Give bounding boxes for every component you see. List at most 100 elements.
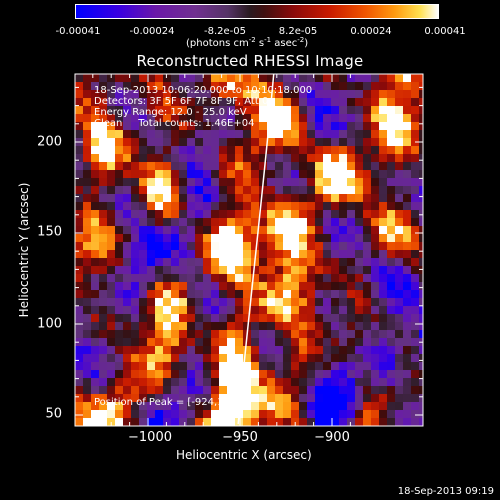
heatmap-cell	[243, 194, 252, 203]
heatmap-cell	[115, 146, 124, 155]
heatmap-cell	[347, 274, 356, 283]
timestamp: 18-Sep-2013 09:19	[397, 486, 494, 497]
colorbar-tick: -0.00024	[129, 26, 175, 37]
heatmap-cell	[211, 114, 220, 123]
heatmap-cell	[387, 258, 396, 267]
heatmap-cell	[395, 226, 404, 235]
heatmap-cell	[227, 330, 236, 339]
heatmap-cell	[379, 394, 388, 403]
heatmap-cell	[395, 258, 404, 267]
heatmap-cell	[83, 378, 92, 387]
heatmap-cell	[291, 146, 300, 155]
heatmap-cell	[83, 106, 92, 115]
heatmap-cell	[267, 122, 276, 131]
heatmap-cell	[315, 178, 324, 187]
heatmap-cell	[403, 314, 412, 323]
heatmap-cell	[219, 258, 228, 267]
heatmap-cell	[131, 274, 140, 283]
heatmap-cell	[91, 98, 100, 107]
heatmap-cell	[75, 82, 84, 91]
heatmap-cell	[83, 330, 92, 339]
heatmap-cell	[99, 306, 108, 315]
heatmap-cell	[179, 146, 188, 155]
heatmap-cell	[235, 394, 244, 403]
heatmap-cell	[179, 274, 188, 283]
heatmap-cell	[331, 130, 340, 139]
heatmap-cell	[99, 194, 108, 203]
heatmap-cell	[99, 362, 108, 371]
heatmap-cell	[339, 250, 348, 259]
heatmap-cell	[227, 154, 236, 163]
heatmap-cell	[315, 114, 324, 123]
heatmap-cell	[403, 298, 412, 307]
heatmap-cell	[163, 290, 172, 299]
heatmap-cell	[235, 338, 244, 347]
heatmap-cell	[339, 90, 348, 99]
heatmap-cell	[403, 418, 412, 426]
heatmap-cell	[307, 106, 316, 115]
heatmap-cell	[267, 378, 276, 387]
heatmap-cell	[123, 274, 132, 283]
heatmap-cell	[403, 170, 412, 179]
heatmap-cell	[203, 122, 212, 131]
heatmap-cell	[411, 178, 420, 187]
heatmap-cell	[291, 386, 300, 395]
heatmap-cell	[195, 130, 204, 139]
heatmap-cell	[171, 274, 180, 283]
heatmap-cell	[363, 298, 372, 307]
heatmap-cell	[387, 290, 396, 299]
heatmap-cell	[339, 130, 348, 139]
heatmap-cell	[195, 146, 204, 155]
heatmap-cell	[339, 210, 348, 219]
heatmap-cell	[235, 130, 244, 139]
heatmap-cell	[363, 130, 372, 139]
heatmap-cell	[259, 266, 268, 275]
heatmap-cell	[283, 258, 292, 267]
heatmap-cell	[291, 394, 300, 403]
heatmap-cell	[283, 82, 292, 91]
heatmap-cell	[299, 114, 308, 123]
heatmap-cell	[419, 394, 423, 403]
heatmap-cell	[107, 202, 116, 211]
heatmap-cell	[379, 402, 388, 411]
heatmap-cell	[83, 178, 92, 187]
heatmap-cell	[395, 242, 404, 251]
heatmap-cell	[163, 138, 172, 147]
heatmap-cell	[99, 330, 108, 339]
heatmap-cell	[211, 410, 220, 419]
heatmap-cell	[123, 394, 132, 403]
heatmap-cell	[123, 74, 132, 83]
heatmap-cell	[187, 314, 196, 323]
heatmap-cell	[275, 146, 284, 155]
heatmap-cell	[147, 194, 156, 203]
heatmap-cell	[203, 138, 212, 147]
heatmap-cell	[419, 330, 423, 339]
heatmap-cell	[299, 154, 308, 163]
heatmap-cell	[283, 242, 292, 251]
heatmap-cell	[419, 410, 423, 419]
y-tick-label: 200	[37, 134, 62, 150]
heatmap-cell	[387, 394, 396, 403]
heatmap-cell	[299, 330, 308, 339]
heatmap-cell	[411, 202, 420, 211]
heatmap-cell	[155, 130, 164, 139]
heatmap-cell	[147, 226, 156, 235]
heatmap-cell	[107, 234, 116, 243]
heatmap-cell	[347, 170, 356, 179]
heatmap-cell	[219, 98, 228, 107]
heatmap-cell	[323, 162, 332, 171]
heatmap-cell	[243, 226, 252, 235]
heatmap-cell	[411, 146, 420, 155]
heatmap-cell	[371, 146, 380, 155]
heatmap-cell	[187, 234, 196, 243]
heatmap-cell	[211, 370, 220, 379]
heatmap-cell	[235, 202, 244, 211]
heatmap-cell	[267, 290, 276, 299]
heatmap-cell	[163, 98, 172, 107]
heatmap-cell	[115, 402, 124, 411]
heatmap-cell	[339, 346, 348, 355]
heatmap-cell	[163, 386, 172, 395]
heatmap-cell	[259, 82, 268, 91]
heatmap-cell	[419, 194, 423, 203]
heatmap-cell	[379, 210, 388, 219]
